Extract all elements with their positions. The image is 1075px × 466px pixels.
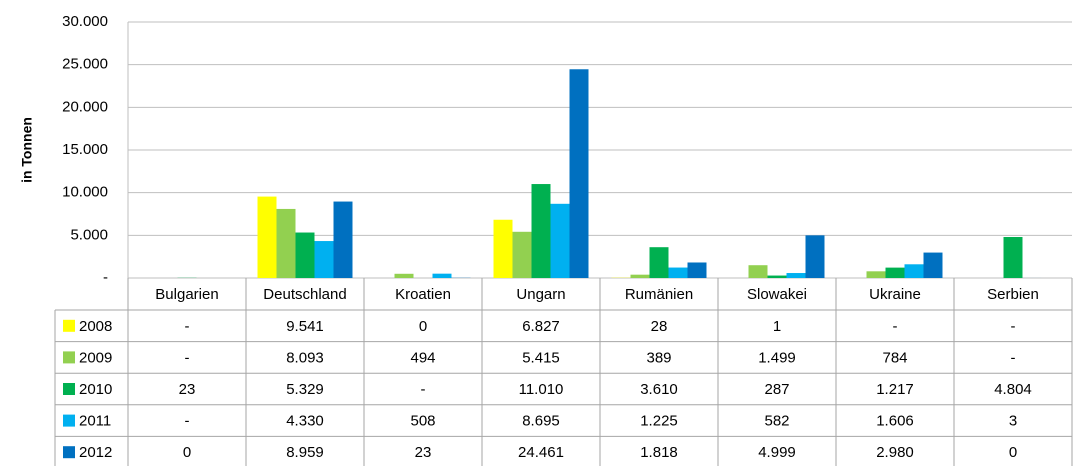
y-tick-label: 20.000 (62, 98, 108, 115)
x-tick-label: Serbien (987, 286, 1039, 303)
table-cell: 0 (419, 318, 427, 335)
table-cell: 5.415 (522, 349, 560, 366)
y-tick-label: 30.000 (62, 13, 108, 30)
table-cell: 1.818 (640, 444, 678, 461)
legend-label: 2009 (79, 349, 112, 366)
table-cell: 8.959 (286, 444, 324, 461)
x-tick-label: Ukraine (869, 286, 921, 303)
y-tick-label: 15.000 (62, 141, 108, 158)
bar (1003, 237, 1023, 278)
x-tick-label: Kroatien (395, 286, 451, 303)
bar (786, 273, 806, 278)
table-cell: 6.827 (522, 318, 560, 335)
bar (314, 241, 334, 278)
bar (257, 196, 277, 278)
bar (767, 275, 787, 278)
bar (569, 69, 589, 278)
bar (550, 203, 570, 278)
table-cell: 494 (410, 349, 435, 366)
table-cell: 1.217 (876, 381, 914, 398)
bar (531, 184, 551, 278)
table-cell: 4.330 (286, 413, 324, 430)
legend-swatch (63, 383, 75, 395)
table-cell: 23 (179, 381, 196, 398)
table-cell: 11.010 (519, 381, 564, 398)
table-cell: 582 (764, 413, 789, 430)
bar (885, 267, 905, 278)
x-tick-label: Ungarn (516, 286, 565, 303)
table-cell: - (421, 381, 426, 398)
x-tick-label: Deutschland (263, 286, 346, 303)
table-cell: 4.999 (758, 444, 796, 461)
y-axis-label: in Tonnen (19, 117, 35, 183)
y-tick-label: 10.000 (62, 184, 108, 201)
bar (748, 265, 768, 278)
bar (866, 271, 886, 278)
legend-swatch (63, 319, 75, 332)
bar (630, 274, 650, 278)
bar (668, 267, 688, 278)
bar (493, 219, 513, 278)
table-cell: 1 (773, 318, 781, 335)
y-tick-label: 25.000 (62, 56, 108, 73)
bar (805, 235, 825, 278)
table-cell: - (1011, 318, 1016, 335)
bar (649, 247, 669, 278)
table-cell: 8.695 (522, 413, 560, 430)
table-cell: 9.541 (286, 318, 324, 335)
table-cell: 1.499 (758, 349, 796, 366)
y-tick-label: 5.000 (70, 226, 108, 243)
legend-label: 2011 (79, 413, 111, 430)
legend-label: 2010 (79, 381, 112, 398)
table-cell: 3 (1009, 413, 1017, 430)
bar (512, 231, 532, 278)
x-tick-label: Bulgarien (155, 286, 218, 303)
table-cell: 784 (882, 349, 907, 366)
table-cell: 0 (183, 444, 191, 461)
table-cell: 508 (410, 413, 435, 430)
table-cell: 1.606 (876, 413, 914, 430)
table-cell: 4.804 (994, 381, 1032, 398)
legend-swatch (63, 414, 75, 427)
legend-swatch (63, 446, 75, 459)
table-cell: - (893, 318, 898, 335)
y-tick-label: - (103, 269, 108, 286)
table-cell: 2.980 (876, 444, 914, 461)
x-tick-label: Rumänien (625, 286, 693, 303)
legend-swatch (63, 351, 75, 364)
table-cell: 3.610 (640, 381, 678, 398)
bar (333, 201, 353, 278)
bar (276, 208, 296, 278)
table-cell: - (185, 318, 190, 335)
legend-label: 2008 (79, 318, 112, 335)
table-cell: 24.461 (518, 444, 564, 461)
table-cell: 28 (651, 318, 668, 335)
legend-label: 2012 (79, 444, 112, 461)
table-cell: - (185, 349, 190, 366)
table-cell: 1.225 (640, 413, 678, 430)
x-tick-label: Slowakei (747, 286, 807, 303)
table-cell: 8.093 (286, 349, 324, 366)
table-cell: - (185, 413, 190, 430)
bar (687, 262, 707, 278)
table-cell: - (1011, 349, 1016, 366)
bar (432, 273, 452, 278)
table-cell: 389 (646, 349, 671, 366)
bar (394, 273, 414, 278)
bar (923, 252, 943, 278)
bar (295, 232, 315, 278)
table-cell: 23 (415, 444, 432, 461)
table-cell: 0 (1009, 444, 1017, 461)
table-cell: 5.329 (286, 381, 324, 398)
bar (904, 264, 924, 278)
table-cell: 287 (764, 381, 789, 398)
